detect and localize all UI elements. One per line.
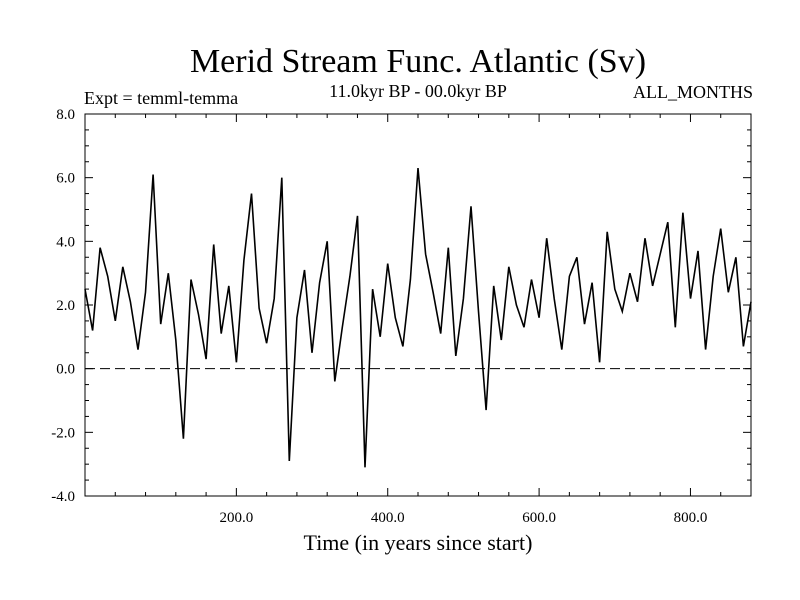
- y-tick-label: 8.0: [56, 107, 75, 123]
- y-tick-label: -2.0: [51, 425, 75, 441]
- y-tick-label: -4.0: [51, 489, 75, 505]
- y-tick-label: 0.0: [56, 362, 75, 378]
- x-tick-label: 200.0: [219, 510, 253, 526]
- time-range-label: 11.0kyr BP - 00.0kyr BP: [329, 81, 507, 101]
- series-line: [84, 168, 752, 468]
- plot-area: -4.0 -2.0 0.0 2.0 4.0 6.0 8.0 200.0 400.0 600.0 80…: [51, 107, 752, 526]
- y-tick-label: 2.0: [56, 298, 75, 314]
- y-tick-label: 4.0: [56, 234, 75, 250]
- experiment-label: Expt = temml-temma: [84, 88, 238, 108]
- x-axis-label: Time (in years since start): [304, 530, 533, 555]
- chart-title: Merid Stream Func. Atlantic (Sv): [190, 43, 646, 80]
- y-tick-label: 6.0: [56, 171, 75, 187]
- x-tick-label: 600.0: [522, 510, 556, 526]
- x-tick-label: 400.0: [371, 510, 405, 526]
- months-label: ALL_MONTHS: [633, 82, 753, 102]
- x-tick-label: 800.0: [674, 510, 708, 526]
